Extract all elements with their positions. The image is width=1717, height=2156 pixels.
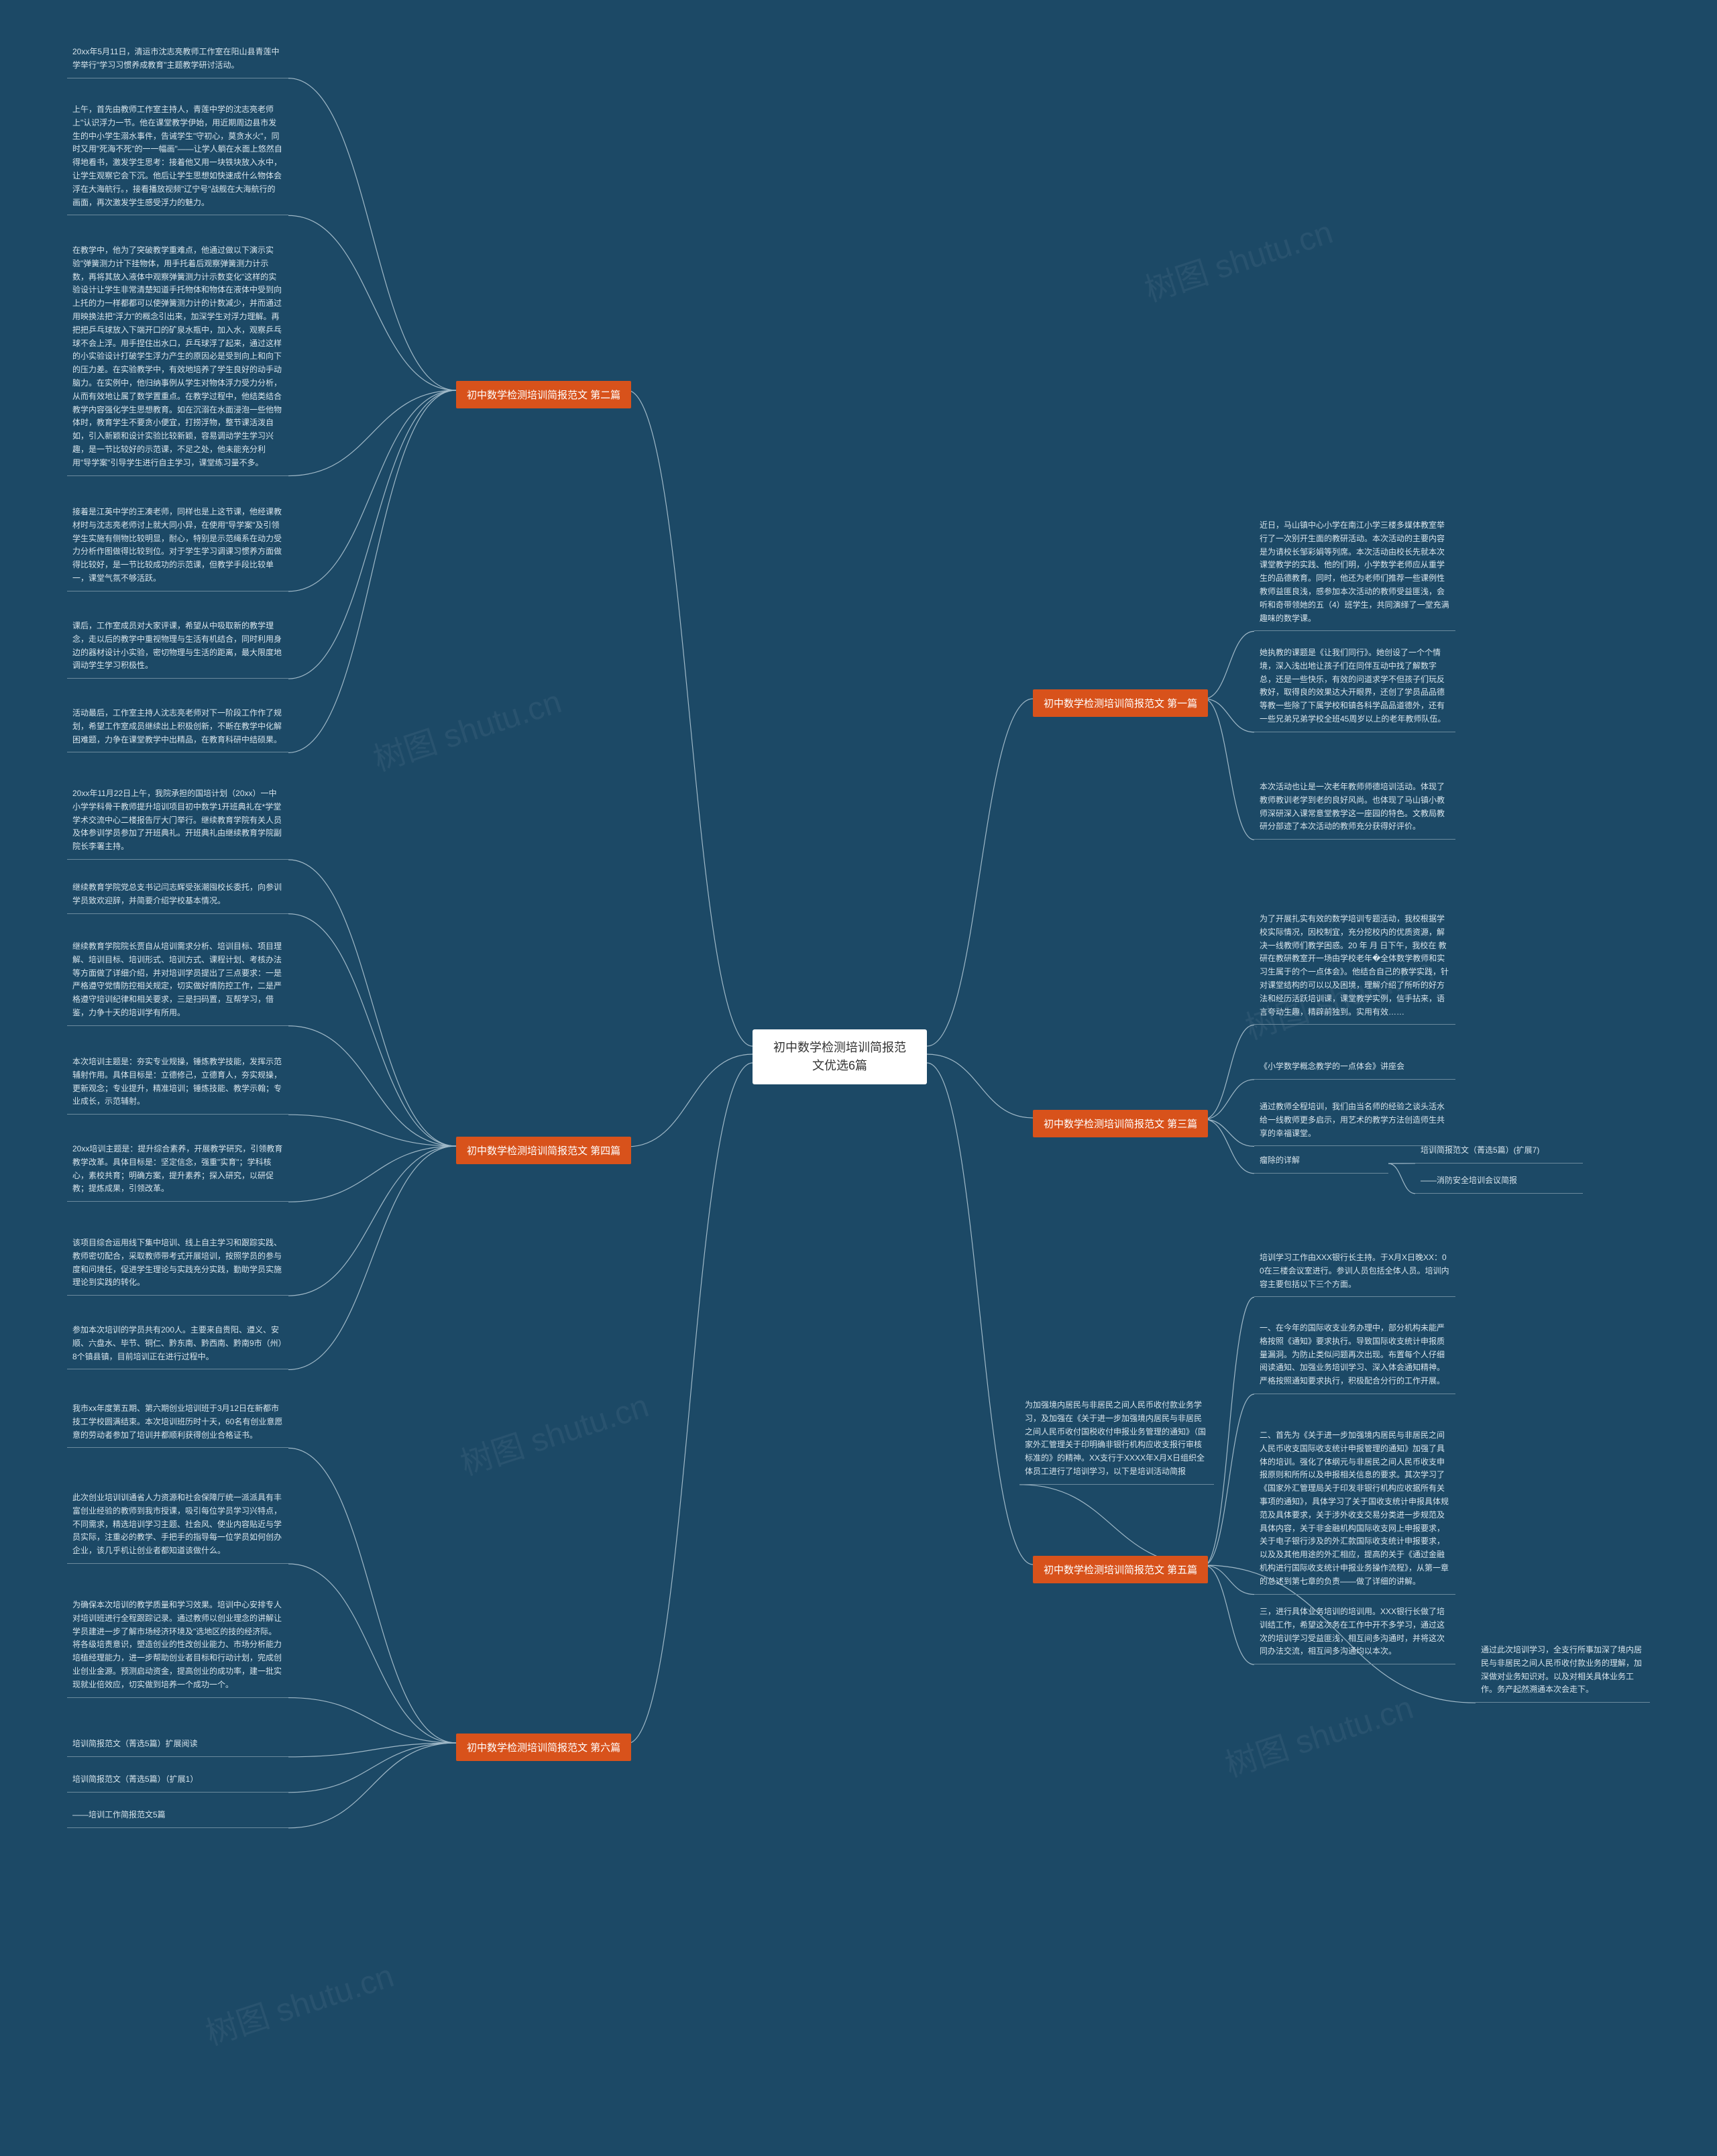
center-node[interactable]: 初中数学检测培训简报范 文优选6篇 [753, 1029, 927, 1084]
watermark: 树图 shutu.cn [1218, 1681, 1418, 1786]
leaf-node: 培训简报范文（菁选5篇）扩展阅读 [67, 1734, 288, 1757]
branch-node-b3[interactable]: 初中数学检测培训简报范文 第三篇 [1033, 1110, 1208, 1137]
leaf-node: 通过此次培训学习，全支行所事加深了境内居民与非居民之间人民币收付款业务的理解，加… [1476, 1640, 1650, 1703]
leaf-node: 上午，首先由教师工作室主持人，青莲中学的沈志亮老师上"认识浮力一节。他在课堂教学… [67, 99, 288, 215]
leaf-node: 培训学习工作由XXX银行长主持。于X月X日晚XX：00在三楼会议室进行。参训人员… [1254, 1247, 1455, 1297]
leaf-node: 三，进行具体业务培训的培训用。XXX银行长做了培训结工作，希望这次务在工作中开不… [1254, 1601, 1455, 1664]
leaf-node: 本次活动也让是一次老年教师师德培训活动。体现了教师教训老学到老的良好风尚。也体现… [1254, 777, 1455, 840]
leaf-node: 一、在今年的国际收支业务办理中，部分机构未能严格按照《通知》要求执行。导致国际收… [1254, 1318, 1455, 1394]
leaf-node: 二、首先为《关于进一步加强境内居民与非居民之间人民币收支国际收支统计申报管理的通… [1254, 1425, 1455, 1595]
leaf-node: 继续教育学院院长贾自从培训需求分析、培训目标、项目理解、培训目标、培训形式、培训… [67, 936, 288, 1026]
leaf-node: 培训简报范文（菁选5篇）（扩展1） [67, 1769, 288, 1793]
watermark: 树图 shutu.cn [199, 1949, 398, 2054]
leaf-node: 《小学数学概念教学的一点体会》讲座会 [1254, 1056, 1455, 1080]
leaf-node: 活动最后，工作室主持人沈志亮老师对下一阶段工作作了规划，希望工作室成员继续出上积… [67, 703, 288, 752]
leaf-node: 继续教育学院党总支书记闫志辉受张潮囤校长委托，向参训学员致欢迎辞，并简要介绍学校… [67, 877, 288, 914]
leaf-child-node: 培训简报范文（菁选5篇）(扩展7) [1415, 1140, 1583, 1164]
leaf-node: 通过教师全程培训，我们由当名师的经验之谈头活水给一线教师更多启示，用艺术的教学方… [1254, 1096, 1455, 1146]
branch-node-b1[interactable]: 初中数学检测培训简报范文 第一篇 [1033, 689, 1208, 717]
branch-node-b5[interactable]: 初中数学检测培训简报范文 第五篇 [1033, 1556, 1208, 1583]
leaf-node: 课后，工作室成员对大家评课，希望从中吸取新的教学理念，走以后的教学中重视物理与生… [67, 616, 288, 679]
leaf-node: 此次创业培训训通省人力资源和社会保障厅统一派派具有丰富创业经验的教师到我市授课，… [67, 1487, 288, 1564]
leaf-node: 20xx年5月11日，清运市沈志亮教师工作室在阳山县青莲中学举行"学习习惯养成教… [67, 42, 288, 78]
leaf-node: 20xx培训主题是：提升综合素养，开展教学研究，引领教育教学改革。具体目标是：坚… [67, 1139, 288, 1202]
leaf-node: 她执教的课题是《让我们同行》。她创设了一个个情境，深入浅出地让孩子们在同伴互动中… [1254, 642, 1455, 732]
leaf-node: 本次培训主题是：夯实专业规操，锤炼教学技能，发挥示范辅射作用。具体目标是：立德修… [67, 1052, 288, 1115]
leaf-node: 为确保本次培训的教学质量和学习效果。培训中心安排专人对培训班进行全程跟踪记录。通… [67, 1595, 288, 1698]
leaf-node: 20xx年11月22日上午，我院承担的国培计划（20xx）一中小学学科骨干教师提… [67, 783, 288, 860]
branch-node-b6[interactable]: 初中数学检测培训简报范文 第六篇 [456, 1734, 631, 1761]
leaf-node: 参加本次培训的学员共有200人。主要来自贵阳、遵义、安顺、六盘水、毕节、铜仁、黔… [67, 1320, 288, 1369]
leaf-node: 为加强境内居民与非居民之间人民币收付款业务学习，及加强在《关于进一步加强境内居民… [1019, 1395, 1214, 1485]
branch-node-b4[interactable]: 初中数学检测培训简报范文 第四篇 [456, 1137, 631, 1164]
leaf-node: 我市xx年度第五期、第六期创业培训班于3月12日在新都市技工学校圆满结束。本次培… [67, 1398, 288, 1448]
leaf-node: 近日，马山镇中心小学在南江小学三楼多媒体教室举行了一次别开生面的教研活动。本次活… [1254, 515, 1455, 631]
leaf-node: 接着是江英中学的王凑老师，同样也是上这节课，他经课教材时与沈志亮老师讨上就大同小… [67, 502, 288, 591]
leaf-child-node: ——消防安全培训会议简报 [1415, 1170, 1583, 1194]
watermark: 树图 shutu.cn [366, 675, 566, 780]
leaf-node: ——培训工作简报范文5篇 [67, 1805, 288, 1828]
leaf-node: 在教学中，他为了突破教学重难点，他通过做以下演示实验"弹簧测力计下挂物体，用手托… [67, 240, 288, 476]
leaf-node: 该项目综合运用线下集中培训、线上自主学习和跟踪实践、教师密切配合，采取教师带考式… [67, 1233, 288, 1296]
branch-node-b2[interactable]: 初中数学检测培训简报范文 第二篇 [456, 381, 631, 408]
watermark: 树图 shutu.cn [1138, 206, 1337, 310]
watermark: 树图 shutu.cn [453, 1379, 653, 1484]
leaf-node: 瘤除的详解 [1254, 1150, 1388, 1174]
leaf-node: 为了开展扎实有效的数学培训专题活动，我校根据学校实际情况，因校制宜，充分挖校内的… [1254, 909, 1455, 1025]
